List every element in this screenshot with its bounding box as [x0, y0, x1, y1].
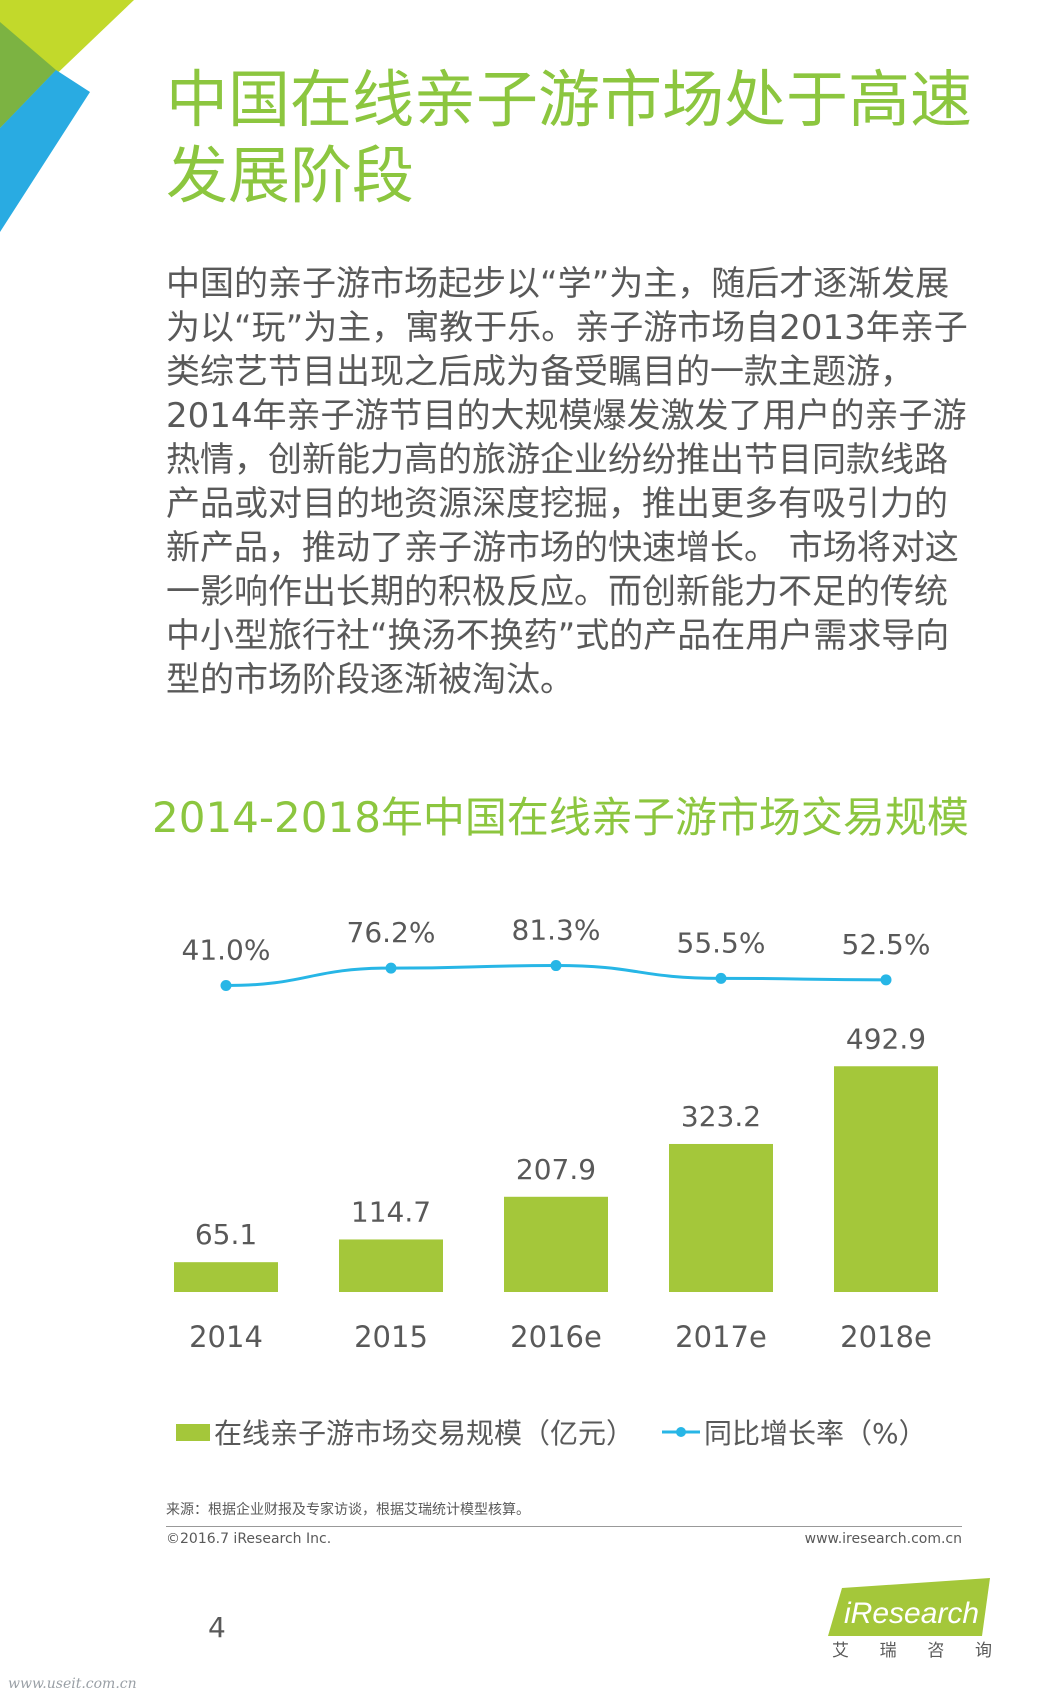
x-axis-tick-label: 2017e — [675, 1320, 767, 1354]
logo-sub-char: 咨 — [927, 1641, 945, 1661]
bar — [339, 1239, 443, 1292]
bar — [504, 1196, 608, 1292]
watermark: www.useit.com.cn — [8, 1676, 137, 1692]
bar-value-label: 492.9 — [846, 1022, 926, 1055]
growth-rate-point — [385, 962, 397, 974]
growth-rate-point — [220, 980, 232, 992]
legend-bar-label: 在线亲子游市场交易规模（亿元） — [214, 1417, 635, 1450]
legend-line-swatch — [662, 1427, 701, 1437]
copyright-text: ©2016.7 iResearch Inc. — [166, 1531, 332, 1547]
bar — [669, 1143, 773, 1292]
body-paragraph: 中国的亲子游市场起步以“学”为主，随后才逐渐发展为以“玩”为主，寓教于乐。亲子游… — [166, 264, 968, 700]
logo-sub-char: 询 — [974, 1641, 992, 1661]
growth-rate-label: 52.5% — [842, 928, 931, 961]
page-number: 4 — [208, 1611, 226, 1644]
growth-rate-label: 55.5% — [677, 926, 766, 959]
x-axis-tick-label: 2014 — [189, 1320, 263, 1354]
corner-decoration — [0, 0, 134, 232]
x-axis-tick-label: 2018e — [840, 1320, 932, 1354]
page-title: 中国在线亲子游市场处于高速发展阶段 — [166, 63, 973, 212]
growth-rate-point — [550, 960, 562, 972]
growth-rate-label: 76.2% — [347, 916, 436, 949]
bar-value-label: 323.2 — [681, 1100, 761, 1133]
logo-subtitle: 艾 瑞 咨 询 — [832, 1636, 992, 1661]
growth-rate-label: 81.3% — [512, 914, 601, 947]
growth-rate-point — [715, 972, 727, 984]
x-axis-tick-label: 2015 — [354, 1320, 428, 1354]
legend-bar-swatch — [176, 1423, 210, 1441]
footer-divider — [166, 1526, 962, 1527]
logo-sub-char: 艾 — [832, 1641, 849, 1661]
legend-line-label: 同比增长率（%） — [704, 1417, 927, 1450]
bar-value-label: 65.1 — [195, 1218, 257, 1251]
market-size-chart: 65.1 2014 114.7 2015 207.9 2016e 323.2 2017e 492… — [174, 914, 938, 1354]
source-note: 来源：根据企业财报及专家访谈，根据艾瑞统计模型核算。 — [166, 1502, 530, 1518]
logo-text: iResearch — [844, 1597, 979, 1630]
bar-value-label: 114.7 — [351, 1195, 431, 1228]
growth-rate-point — [880, 974, 892, 986]
growth-rate-label: 41.0% — [182, 934, 271, 967]
chart-legend: 在线亲子游市场交易规模（亿元） 同比增长率（%） — [176, 1410, 927, 1454]
iresearch-logo: iResearch — [828, 1578, 990, 1636]
bar — [174, 1262, 278, 1292]
bar — [834, 1066, 938, 1292]
x-axis-tick-label: 2016e — [510, 1320, 602, 1354]
chart-title: 2014-2018年中国在线亲子游市场交易规模 — [152, 793, 969, 842]
bar-value-label: 207.9 — [516, 1153, 596, 1186]
logo-sub-char: 瑞 — [879, 1641, 897, 1661]
website-link[interactable]: www.iresearch.com.cn — [804, 1531, 962, 1547]
